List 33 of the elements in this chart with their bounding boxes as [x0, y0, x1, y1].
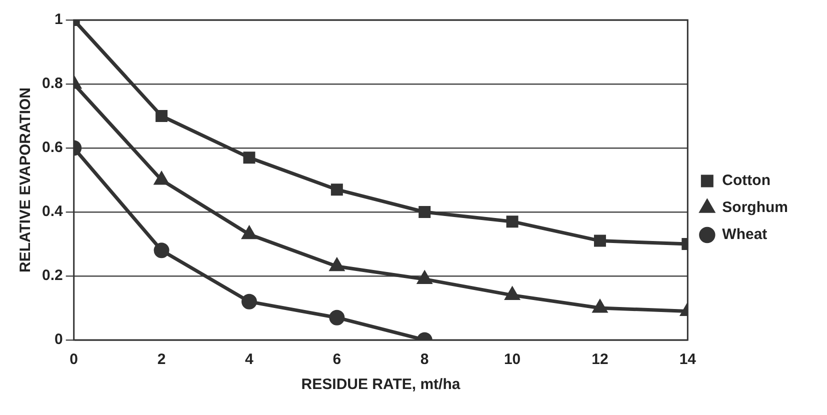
- point: [594, 234, 606, 247]
- y-axis-title: RELATIVE EVAPORATION: [17, 87, 34, 273]
- x-tick-label: 2: [157, 351, 166, 368]
- y-tick-label: 0.2: [42, 267, 63, 284]
- x-axis-title: RESIDUE RATE, mt/ha: [301, 376, 461, 394]
- x-tick-label: 8: [420, 351, 429, 368]
- point: [241, 294, 257, 310]
- x-tick-label: 6: [332, 351, 342, 368]
- x-tick-label: 14: [679, 351, 697, 368]
- point: [154, 242, 170, 258]
- y-tick-label: 0.8: [42, 75, 63, 92]
- y-tick-label: 0.4: [42, 203, 64, 220]
- legend-label: Cotton: [722, 172, 770, 190]
- y-tick-label: 0: [54, 331, 63, 348]
- point: [330, 184, 343, 196]
- point: [329, 310, 345, 326]
- x-tick-label: 4: [245, 351, 254, 368]
- point: [156, 110, 168, 122]
- x-tick-label: 12: [592, 351, 608, 368]
- point: [330, 258, 344, 272]
- point: [243, 152, 256, 164]
- legend-label: Wheat: [722, 226, 768, 244]
- legend-label: Sorghum: [722, 199, 788, 216]
- y-tick-label: 0.6: [42, 139, 63, 156]
- point: [418, 206, 431, 218]
- point: [418, 271, 432, 284]
- point: [593, 300, 607, 313]
- point: [242, 226, 256, 240]
- x-tick-label: 0: [70, 351, 78, 368]
- point: [505, 287, 520, 300]
- x-tick-label: 10: [504, 351, 521, 368]
- y-tick-label: 1: [54, 11, 63, 28]
- point: [506, 216, 518, 228]
